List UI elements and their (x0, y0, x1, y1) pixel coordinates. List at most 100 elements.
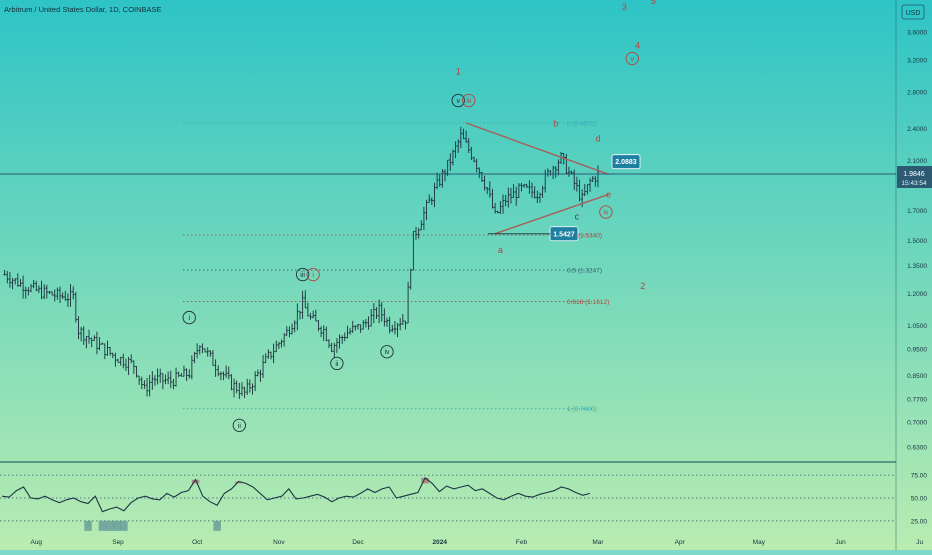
candle (464, 130, 468, 143)
candle (467, 138, 470, 154)
candle (275, 340, 278, 353)
candle (209, 350, 212, 357)
candle (594, 175, 597, 187)
candle (145, 377, 149, 397)
wave-label-circle (306, 267, 320, 282)
candle (35, 280, 38, 292)
candle (151, 371, 154, 390)
candle (116, 358, 120, 363)
candle (219, 371, 223, 381)
price-callout: 1.5427 (488, 226, 579, 242)
candle (69, 284, 72, 307)
candle (190, 355, 194, 380)
candle (596, 165, 600, 188)
candle (491, 188, 494, 209)
candle (11, 277, 14, 290)
wave-label-text: i (312, 272, 314, 279)
wave-label: 1 (456, 66, 461, 76)
fib-level-label: 0.5 (1.3247) (567, 268, 602, 275)
candle (412, 230, 415, 271)
candle (243, 386, 246, 399)
candle (525, 183, 528, 188)
candle (420, 220, 423, 231)
candle (319, 326, 323, 338)
time-tick-label: Ju (916, 539, 923, 546)
candle (153, 374, 157, 386)
wave-label-text: iii (300, 272, 305, 279)
candle (446, 159, 449, 177)
wave-label: 3 (622, 2, 627, 12)
rsi-overbought-band (421, 477, 429, 484)
wave-label-text: d (595, 134, 600, 144)
wave-label: v (625, 51, 639, 66)
candle (293, 320, 296, 333)
candle (591, 175, 594, 183)
time-tick-label: Jun (835, 539, 846, 546)
candle (290, 323, 294, 335)
candle (367, 316, 370, 330)
wave-label-circle (232, 418, 246, 432)
candle (557, 159, 560, 176)
candle (8, 271, 12, 288)
candle (375, 307, 378, 320)
candle (246, 378, 249, 395)
currency-button[interactable]: USD (901, 4, 925, 20)
candle (77, 316, 80, 340)
candle (314, 309, 318, 322)
candle (391, 324, 394, 333)
candle (470, 146, 473, 161)
candle (122, 353, 125, 369)
candle (496, 210, 499, 214)
candle (143, 380, 146, 389)
time-tick-label: Oct (192, 539, 202, 546)
wave-label-text: iv (384, 349, 390, 356)
candle (272, 343, 275, 364)
candle (230, 374, 233, 391)
candle (499, 200, 502, 214)
candles-layer (3, 126, 600, 399)
wave-label-circle (599, 205, 613, 219)
time-tick-label: Dec (352, 539, 364, 546)
candle (409, 268, 412, 290)
wave-label: d (595, 134, 600, 144)
candle (354, 325, 357, 331)
candle (325, 326, 328, 342)
wave-label-circle (451, 93, 465, 108)
candle (169, 370, 172, 389)
candle (298, 310, 302, 320)
candle (454, 141, 457, 159)
candle (29, 283, 33, 293)
candle (588, 177, 592, 192)
candle (185, 368, 188, 381)
candle (554, 166, 557, 178)
fib-levels-layer: 0 (2.4572) 0.3 (1.5340) 0.5 (1.3247) 0.618 … (183, 120, 609, 413)
candle (166, 371, 170, 385)
candle (449, 153, 452, 171)
candle (301, 290, 304, 319)
candle (338, 334, 341, 349)
candle (58, 286, 62, 304)
candle (174, 367, 178, 387)
candle (21, 275, 25, 299)
triangle-upper-trendline (465, 122, 609, 176)
candle (251, 383, 254, 395)
candle (430, 197, 434, 205)
candle (66, 293, 70, 307)
candle (148, 374, 151, 397)
price-axis[interactable]: 3.6000 3.2000 2.8000 2.4000 2.1000 1.7000 1.50… (907, 30, 927, 452)
time-axis[interactable]: Aug Sep Oct Nov Dec 2024 Feb Mar Apr May Jun Ju (30, 539, 923, 546)
time-tick-label: May (753, 539, 766, 546)
candle (533, 186, 536, 199)
candle (285, 326, 288, 336)
price-tick-label: 1.7000 (907, 208, 927, 215)
candle (296, 303, 299, 331)
price-tick-label: 2.1000 (907, 158, 927, 165)
candle (475, 158, 478, 173)
candle (264, 353, 267, 364)
countdown-value: 15:43:54 (901, 180, 927, 187)
candle (182, 365, 186, 377)
candle (573, 169, 576, 191)
candle (567, 166, 571, 177)
